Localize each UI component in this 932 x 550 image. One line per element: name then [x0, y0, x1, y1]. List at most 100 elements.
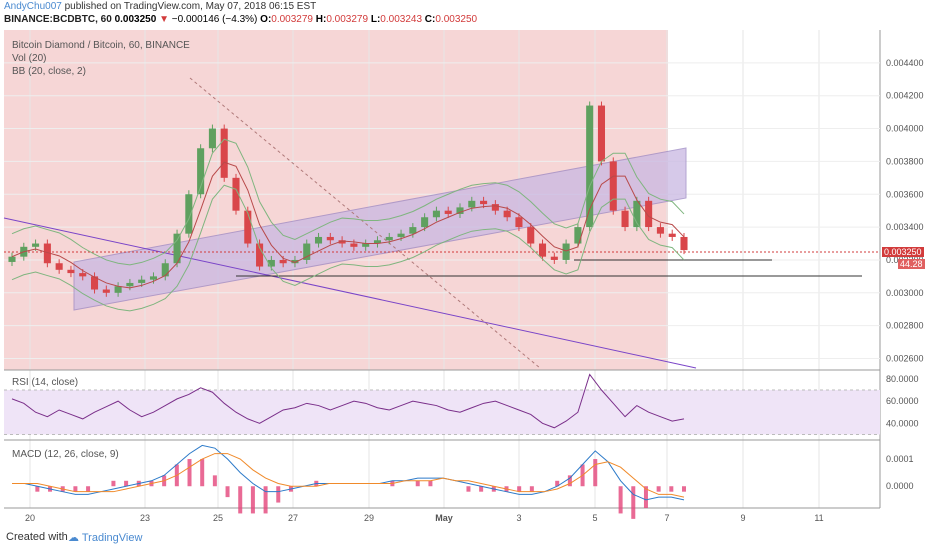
- candle-body: [373, 240, 382, 244]
- high-value: 0.003279: [326, 14, 369, 25]
- time-tick-label: 29: [364, 513, 374, 523]
- time-tick-label: 11: [814, 513, 823, 523]
- candle-body: [208, 128, 216, 149]
- price-tick-label: 0.003000: [886, 288, 924, 298]
- candle-body: [55, 263, 63, 270]
- macd-histogram-bar: [517, 486, 522, 492]
- descending-trendline: [3, 217, 697, 369]
- bollinger-lower: [11, 184, 685, 312]
- candle-body: [515, 217, 523, 228]
- time-tick-label: 9: [740, 513, 745, 523]
- candle-body: [149, 276, 158, 280]
- price-tick-label: 0.004400: [886, 58, 924, 68]
- rsi-line: [11, 373, 685, 429]
- candle-body: [256, 243, 264, 267]
- candle-body: [338, 240, 346, 244]
- candle-body: [350, 243, 358, 247]
- time-tick-label: 25: [213, 513, 223, 523]
- candle-body: [79, 273, 87, 277]
- candle-body: [656, 227, 664, 234]
- candle-body: [185, 194, 193, 234]
- close-label: C:: [424, 14, 436, 25]
- rsi-tick-label: 60.0000: [886, 396, 919, 406]
- ohlc-line: BINANCE:BCDBTC, 60 0.003250 ▼ −0.000146 …: [4, 13, 928, 26]
- footer: Created with ☁ TradingView: [0, 527, 932, 550]
- macd-histogram-bar: [555, 480, 560, 487]
- macd-histogram-bar: [593, 459, 598, 487]
- time-tick-label: May: [435, 513, 453, 523]
- open-label: O:: [260, 14, 272, 25]
- time-tick-label: 5: [592, 513, 597, 523]
- macd-tick-label: 0.0000: [886, 481, 914, 491]
- macd-histogram-bar: [643, 486, 648, 508]
- low-label: L:: [370, 14, 381, 25]
- symbol-label: BINANCE:BCDBTC, 60: [4, 14, 112, 25]
- candle-body: [385, 236, 393, 241]
- candle-body: [326, 236, 334, 241]
- candle-body: [232, 177, 240, 211]
- candle-body: [633, 200, 641, 228]
- macd-histogram-bar: [428, 480, 433, 487]
- open-value: 0.003279: [271, 14, 313, 25]
- price-tick-label: 0.004200: [886, 91, 924, 101]
- macd-histogram-bar: [86, 486, 91, 492]
- time-tick-label: 23: [140, 513, 150, 523]
- macd-histogram-bar: [238, 486, 243, 514]
- candle-body: [138, 279, 146, 283]
- candle-body: [491, 204, 499, 211]
- macd-histogram-bar: [656, 486, 661, 492]
- candle-body: [432, 210, 440, 218]
- vol-legend: Vol (20): [12, 53, 47, 64]
- candle-body: [480, 200, 488, 205]
- chart-header: AndyChu007 published on TradingView.com,…: [4, 0, 928, 30]
- macd-histogram-bar: [567, 475, 572, 487]
- ascending-channel: [73, 147, 687, 311]
- macd-tick-label: 0.0001: [886, 454, 914, 464]
- candle-body: [32, 243, 40, 247]
- macd-histogram-bar: [124, 480, 129, 487]
- candle-body: [397, 233, 405, 237]
- main-legend-title: Bitcoin Diamond / Bitcoin, 60, BINANCE: [12, 40, 190, 51]
- macd-histogram-bar: [529, 486, 534, 492]
- author-link[interactable]: AndyChu007: [4, 1, 62, 12]
- macd-histogram-bar: [111, 480, 116, 487]
- low-value: 0.003243: [380, 14, 423, 25]
- candle-body: [197, 148, 205, 195]
- macd-histogram-bar: [212, 475, 217, 487]
- bb-legend: BB (20, close, 2): [12, 66, 86, 77]
- candle-body: [586, 105, 594, 228]
- tradingview-logo[interactable]: ☁ TradingView: [68, 532, 143, 544]
- tradingview-brand: TradingView: [81, 532, 143, 544]
- candle-body: [43, 243, 51, 264]
- rsi-tick-label: 40.0000: [886, 418, 919, 428]
- candle-body: [8, 256, 16, 262]
- bollinger-upper: [11, 138, 685, 266]
- price-tick-label: 0.004000: [886, 124, 924, 134]
- time-tick-label: 3: [516, 513, 521, 523]
- macd-histogram-bar: [263, 486, 268, 514]
- macd-histogram-bar: [466, 486, 471, 492]
- macd-histogram-bar: [669, 486, 674, 492]
- rsi-tick-label: 80.0000: [886, 374, 919, 384]
- candle-body: [421, 217, 429, 228]
- candle-body: [67, 269, 75, 274]
- price-tick-label: 0.002600: [886, 354, 924, 364]
- candle-body: [126, 282, 134, 287]
- close-value: 0.003250: [435, 14, 478, 25]
- macd-histogram-bar: [250, 486, 255, 514]
- price-tick-label: 0.003800: [886, 156, 924, 166]
- macd-histogram-bar: [187, 459, 192, 487]
- dashed-trendline: [189, 77, 541, 369]
- macd-histogram-bar: [479, 486, 484, 492]
- candle-body: [244, 210, 252, 244]
- candle-body: [538, 243, 547, 257]
- candle-body: [220, 128, 228, 178]
- rsi-tag: 44.28: [898, 259, 925, 269]
- candle-body: [597, 105, 606, 162]
- candle-body: [680, 236, 688, 251]
- time-tick-label: 7: [664, 513, 669, 523]
- macd-histogram-bar: [35, 486, 40, 492]
- rsi-legend: RSI (14, close): [12, 377, 79, 388]
- candle-body: [303, 243, 311, 260]
